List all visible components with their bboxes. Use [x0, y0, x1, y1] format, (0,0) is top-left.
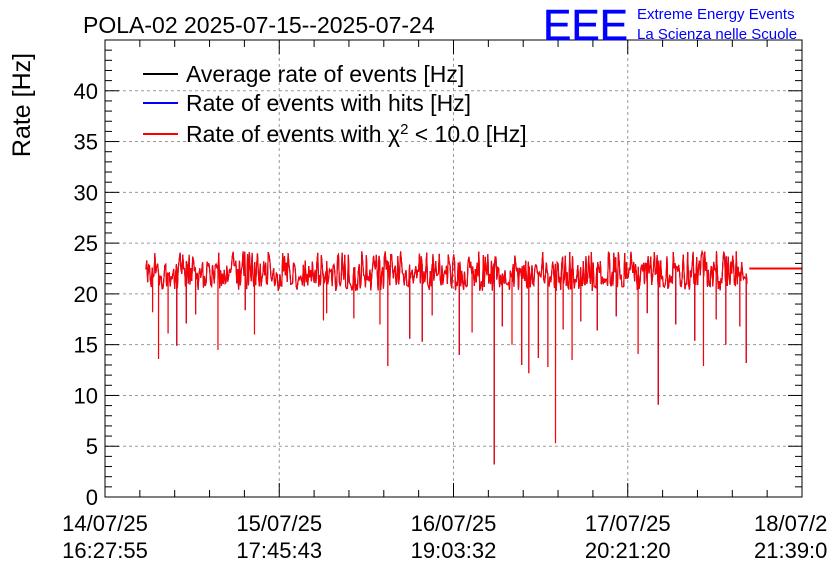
y-tick-label: 10 — [74, 383, 98, 408]
eee-logo-mark: EEE — [543, 1, 628, 50]
x-tick-label-date: 15/07/25 — [236, 511, 322, 536]
legend-label: Average rate of events [Hz] — [186, 61, 464, 87]
x-tick-label-date: 16/07/25 — [411, 511, 497, 536]
y-axis-tick-labels: 0 5 10 15 20 25 30 35 40 — [74, 79, 98, 510]
x-tick-label-time: 21:39:0 — [754, 538, 827, 563]
y-tick-label: 40 — [74, 79, 98, 104]
legend-label: Rate of events with hits [Hz] — [186, 90, 471, 116]
plot-area — [145, 249, 802, 465]
y-tick-label: 15 — [74, 333, 98, 358]
legend: Average rate of events [Hz] Rate of event… — [143, 61, 527, 147]
x-tick-label-time: 19:03:32 — [411, 538, 497, 563]
x-tick-label-date: 17/07/25 — [585, 511, 671, 536]
x-tick-label-date: 14/07/25 — [62, 511, 148, 536]
y-tick-label: 30 — [74, 180, 98, 205]
series-average-rate-line — [145, 250, 748, 465]
x-tick-label-time: 17:45:43 — [236, 538, 322, 563]
x-tick-label-time: 20:21:20 — [585, 538, 671, 563]
y-tick-label: 5 — [86, 434, 98, 459]
eee-logo: EEE Extreme Energy Events La Scienza nel… — [543, 1, 797, 51]
y-tick-label: 20 — [74, 282, 98, 307]
grid-lines — [105, 40, 802, 497]
y-tick-label: 0 — [86, 485, 98, 510]
series-hits-rate-line — [145, 250, 748, 465]
eee-logo-line1: Extreme Energy Events — [637, 6, 795, 23]
y-axis-label: Rate [Hz] — [8, 53, 36, 157]
y-tick-label: 35 — [74, 130, 98, 155]
chart-title: POLA-02 2025-07-15--2025-07-24 — [83, 12, 435, 38]
legend-label: Rate of events with χ2 < 10.0 [Hz] — [186, 121, 527, 148]
y-tick-label: 25 — [74, 231, 98, 256]
axis-ticks — [104, 40, 803, 498]
eee-logo-line2: La Scienza nelle Scuole — [637, 26, 797, 43]
x-tick-label-date: 18/07/2 — [754, 511, 827, 536]
x-tick-label-time: 16:27:55 — [62, 538, 148, 563]
series-chi2-rate-line — [145, 249, 748, 465]
